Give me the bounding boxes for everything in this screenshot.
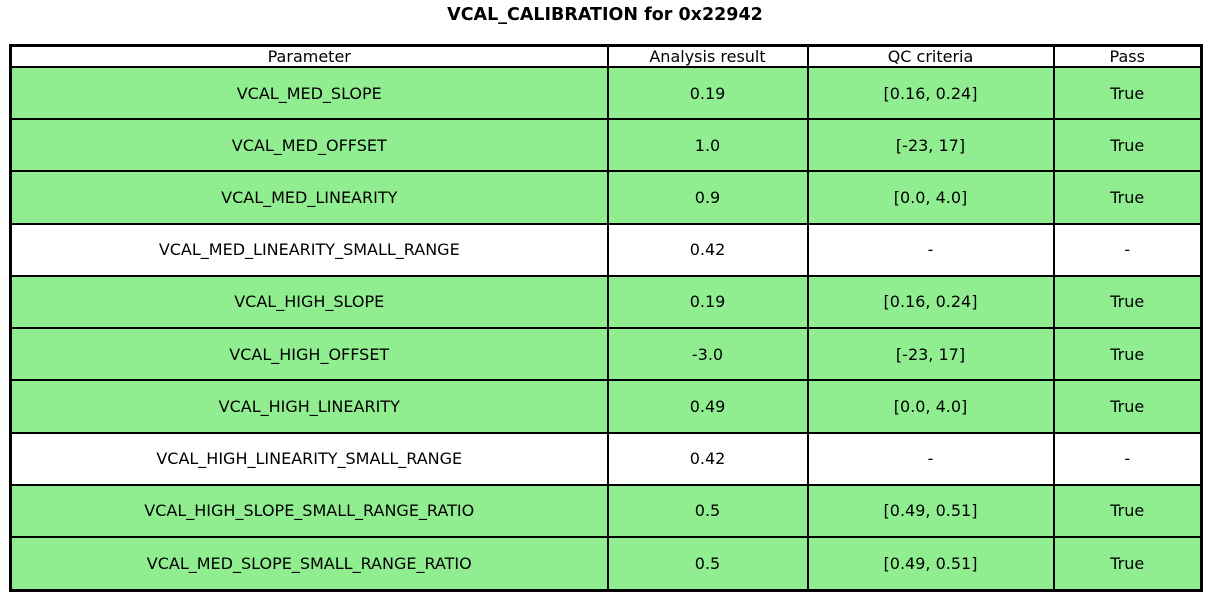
cell-pass: True: [1052, 535, 1203, 592]
cell-parameter: VCAL_HIGH_SLOPE_SMALL_RANGE_RATIO: [9, 483, 609, 538]
cell-analysis-result: 0.49: [606, 379, 809, 434]
cell-parameter: VCAL_MED_SLOPE: [9, 65, 609, 121]
cell-parameter: VCAL_HIGH_SLOPE: [9, 274, 609, 330]
table-row: VCAL_HIGH_LINEARITY_SMALL_RANGE 0.42 - -: [9, 431, 1203, 486]
table-row: VCAL_HIGH_SLOPE_SMALL_RANGE_RATIO 0.5 [0…: [9, 483, 1203, 538]
cell-analysis-result: 0.42: [606, 222, 809, 277]
cell-pass: True: [1052, 65, 1203, 121]
cell-qc-criteria: [0.0, 4.0]: [806, 170, 1055, 225]
cell-analysis-result: 0.5: [606, 535, 809, 592]
table-row: VCAL_MED_SLOPE_SMALL_RANGE_RATIO 0.5 [0.…: [9, 535, 1203, 592]
column-header-pass: Pass: [1052, 44, 1203, 68]
table-row: VCAL_HIGH_OFFSET -3.0 [-23, 17] True: [9, 327, 1203, 382]
cell-parameter: VCAL_MED_SLOPE_SMALL_RANGE_RATIO: [9, 535, 609, 592]
cell-qc-criteria: [0.16, 0.24]: [806, 274, 1055, 330]
cell-pass: -: [1052, 222, 1203, 277]
cell-qc-criteria: [0.0, 4.0]: [806, 379, 1055, 434]
cell-analysis-result: 0.19: [606, 65, 809, 121]
figure-title: VCAL_CALIBRATION for 0x22942: [447, 5, 763, 25]
table-row: VCAL_HIGH_SLOPE 0.19 [0.16, 0.24] True: [9, 274, 1203, 330]
cell-qc-criteria: [0.16, 0.24]: [806, 65, 1055, 121]
cell-qc-criteria: [-23, 17]: [806, 118, 1055, 173]
cell-pass: True: [1052, 118, 1203, 173]
column-header-qc-criteria: QC criteria: [806, 44, 1055, 68]
cell-qc-criteria: [-23, 17]: [806, 327, 1055, 382]
column-header-analysis-result: Analysis result: [606, 44, 809, 68]
cell-analysis-result: -3.0: [606, 327, 809, 382]
table-row: VCAL_MED_LINEARITY 0.9 [0.0, 4.0] True: [9, 170, 1203, 225]
table-body: VCAL_MED_SLOPE 0.19 [0.16, 0.24] True VC…: [9, 65, 1203, 592]
cell-pass: -: [1052, 431, 1203, 486]
table-row: VCAL_HIGH_LINEARITY 0.49 [0.0, 4.0] True: [9, 379, 1203, 434]
cell-pass: True: [1052, 379, 1203, 434]
cell-pass: True: [1052, 483, 1203, 538]
cell-pass: True: [1052, 170, 1203, 225]
cell-analysis-result: 0.9: [606, 170, 809, 225]
cell-parameter: VCAL_HIGH_OFFSET: [9, 327, 609, 382]
cell-analysis-result: 0.19: [606, 274, 809, 330]
column-header-parameter: Parameter: [9, 44, 609, 68]
cell-parameter: VCAL_MED_LINEARITY_SMALL_RANGE: [9, 222, 609, 277]
cell-pass: True: [1052, 274, 1203, 330]
cell-pass: True: [1052, 327, 1203, 382]
cell-analysis-result: 0.42: [606, 431, 809, 486]
table-row: VCAL_MED_SLOPE 0.19 [0.16, 0.24] True: [9, 65, 1203, 121]
cell-qc-criteria: [0.49, 0.51]: [806, 483, 1055, 538]
qc-results-table: Parameter Analysis result QC criteria Pa…: [9, 44, 1203, 592]
cell-parameter: VCAL_MED_OFFSET: [9, 118, 609, 173]
cell-analysis-result: 1.0: [606, 118, 809, 173]
cell-parameter: VCAL_HIGH_LINEARITY: [9, 379, 609, 434]
cell-analysis-result: 0.5: [606, 483, 809, 538]
cell-parameter: VCAL_HIGH_LINEARITY_SMALL_RANGE: [9, 431, 609, 486]
cell-qc-criteria: -: [806, 431, 1055, 486]
table-row: VCAL_MED_LINEARITY_SMALL_RANGE 0.42 - -: [9, 222, 1203, 277]
cell-qc-criteria: -: [806, 222, 1055, 277]
table-row: VCAL_MED_OFFSET 1.0 [-23, 17] True: [9, 118, 1203, 173]
cell-qc-criteria: [0.49, 0.51]: [806, 535, 1055, 592]
table-header-row: Parameter Analysis result QC criteria Pa…: [9, 44, 1203, 68]
cell-parameter: VCAL_MED_LINEARITY: [9, 170, 609, 225]
